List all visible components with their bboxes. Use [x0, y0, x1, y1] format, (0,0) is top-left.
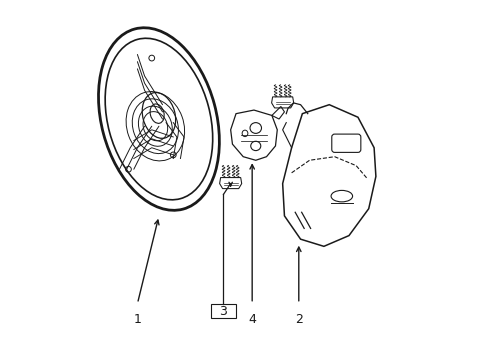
Text: 2: 2: [295, 313, 303, 326]
Text: 1: 1: [133, 313, 141, 326]
Text: 4: 4: [248, 313, 256, 326]
Text: 3: 3: [220, 305, 227, 318]
